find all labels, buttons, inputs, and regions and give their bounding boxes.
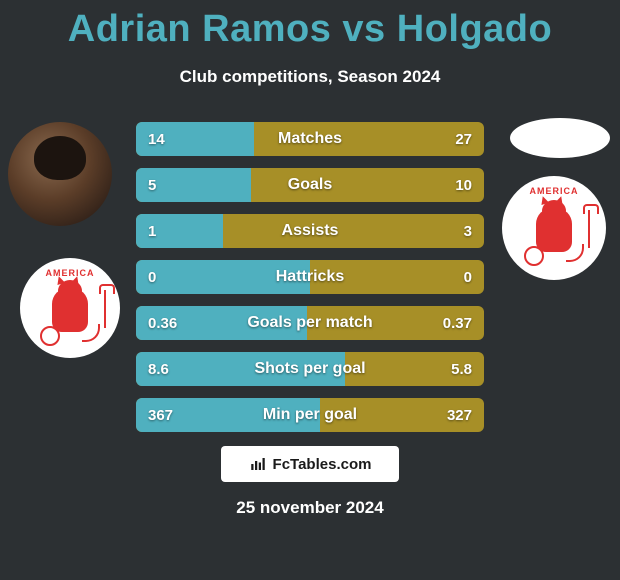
footer-date: 25 november 2024 — [0, 498, 620, 518]
stat-row: 8.6Shots per goal5.8 — [136, 352, 484, 386]
stat-row: 367Min per goal327 — [136, 398, 484, 432]
page-subtitle: Club competitions, Season 2024 — [0, 67, 620, 87]
brand-badge[interactable]: FcTables.com — [221, 446, 399, 482]
stat-value-right: 0.37 — [424, 315, 484, 332]
player-right-avatar — [510, 118, 610, 158]
stat-value-right: 5.8 — [424, 361, 484, 378]
stat-value-right: 0 — [424, 269, 484, 286]
chart-icon — [249, 455, 267, 473]
club-right-badge: AMERICA — [502, 176, 606, 280]
devil-icon — [526, 200, 582, 266]
page-title: Adrian Ramos vs Holgado — [0, 0, 620, 51]
stat-value-right: 27 — [424, 131, 484, 148]
player-left-avatar — [8, 122, 112, 226]
stat-row: 1Assists3 — [136, 214, 484, 248]
stat-value-right: 10 — [424, 177, 484, 194]
stat-row: 14Matches27 — [136, 122, 484, 156]
stat-row: 0.36Goals per match0.37 — [136, 306, 484, 340]
club-left-name: AMERICA — [46, 268, 95, 278]
brand-text: FcTables.com — [273, 456, 372, 473]
stats-container: 14Matches275Goals101Assists30Hattricks00… — [136, 122, 484, 444]
stat-value-right: 3 — [424, 223, 484, 240]
stat-row: 0Hattricks0 — [136, 260, 484, 294]
club-left-badge: AMERICA — [20, 258, 120, 358]
stat-value-right: 327 — [424, 407, 484, 424]
stat-row: 5Goals10 — [136, 168, 484, 202]
club-right-name: AMERICA — [530, 186, 579, 196]
devil-icon — [42, 280, 98, 346]
